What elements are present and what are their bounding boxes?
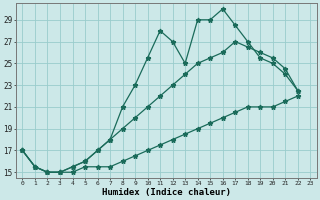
X-axis label: Humidex (Indice chaleur): Humidex (Indice chaleur) (102, 188, 231, 197)
